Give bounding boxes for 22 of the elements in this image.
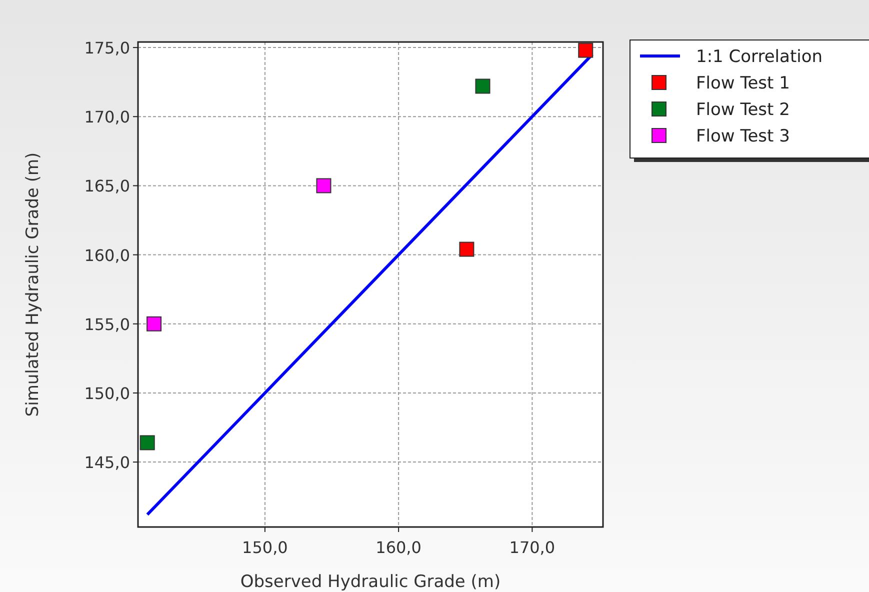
y-tick-label: 155,0 — [84, 314, 130, 334]
point — [459, 242, 474, 257]
x-tick-label: 170,0 — [509, 538, 556, 557]
legend-label: Flow Test 1 — [696, 74, 790, 94]
y-tick-label: 170,0 — [84, 108, 130, 127]
y-tick-label: 175,0 — [84, 38, 130, 58]
legend-label: 1:1 Correlation — [696, 47, 823, 67]
legend-label: Flow Test 3 — [696, 126, 790, 146]
point — [146, 316, 162, 332]
x-axis-title: Observed Hydraulic Grade (m) — [240, 572, 501, 592]
point — [140, 435, 155, 450]
y-tick-label: 160,0 — [84, 246, 130, 265]
x-tick-label: 150,0 — [242, 538, 288, 557]
legend-label: Flow Test 2 — [696, 100, 790, 120]
x-tick-label: 160,0 — [376, 538, 422, 557]
point — [316, 178, 332, 194]
y-tick-label: 150,0 — [84, 384, 130, 403]
y-axis-title: Simulated Hydraulic Grade (m) — [23, 152, 43, 417]
point — [475, 78, 490, 94]
y-tick-label: 145,0 — [84, 453, 130, 472]
point — [578, 42, 594, 58]
y-tick-label: 165,0 — [84, 176, 130, 196]
